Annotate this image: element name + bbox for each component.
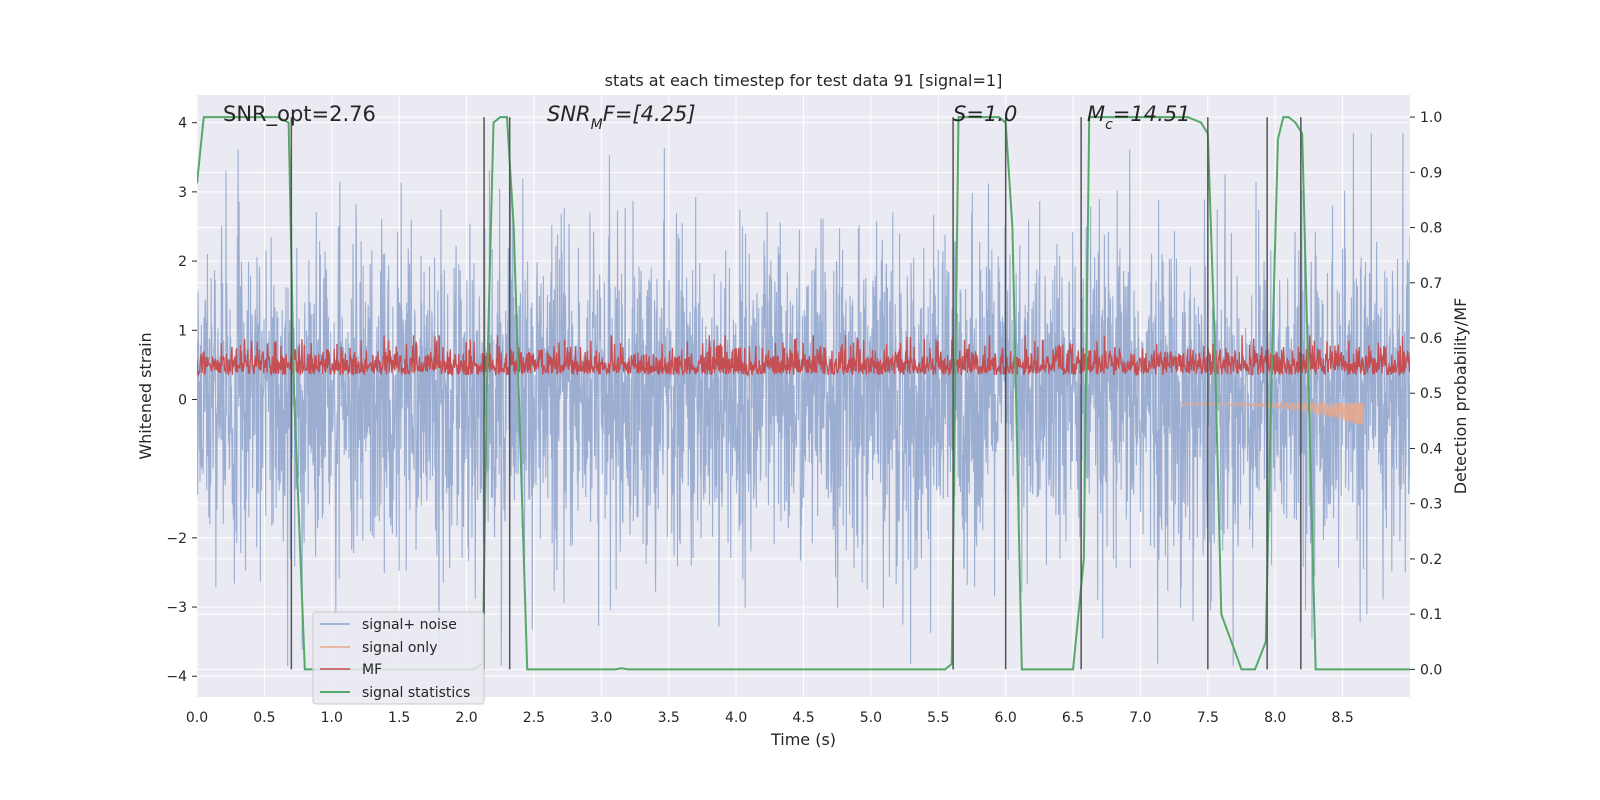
legend-label-mf: MF <box>362 662 382 678</box>
y-tick-label: 3 <box>178 185 187 201</box>
x-tick-label: 2.5 <box>523 710 545 726</box>
annotation-s: S=1.0 <box>953 102 1017 126</box>
x-axis-label: Time (s) <box>770 730 836 749</box>
vertical-markers <box>290 117 1302 670</box>
y-tick-label: −2 <box>166 531 187 547</box>
y-right-tick-label: 0.1 <box>1420 607 1442 623</box>
x-tick-label: 6.5 <box>1062 710 1084 726</box>
y-tick-label: 1 <box>178 323 187 339</box>
x-tick-label: 0.0 <box>186 710 208 726</box>
x-tick-label: 7.0 <box>1129 710 1151 726</box>
y-right-tick-label: 0.2 <box>1420 552 1442 568</box>
y-right-tick-label: 1.0 <box>1420 110 1442 126</box>
y-right-tick-label: 0.4 <box>1420 441 1442 457</box>
y-axis-label: Whitened strain <box>136 332 155 459</box>
y-right-tick-label: 0.0 <box>1420 662 1442 678</box>
annotation-mc: Mc=14.51 <box>1087 102 1191 133</box>
x-tick-label: 7.5 <box>1197 710 1219 726</box>
x-tick-label: 5.5 <box>927 710 949 726</box>
annotations: SNR_opt=2.76 SNRMF=[4.25] S=1.0 Mc=14.51 <box>223 102 1191 133</box>
annotation-snr-opt: SNR_opt=2.76 <box>223 102 376 127</box>
x-tick-label: 4.5 <box>792 710 814 726</box>
y-right-tick-label: 0.5 <box>1420 386 1442 402</box>
annotation-snr-mf: SNRMF=[4.25] <box>547 102 696 133</box>
y-tick-label: −4 <box>166 669 187 685</box>
legend-label-signal-noise: signal+ noise <box>362 617 457 633</box>
x-tick-label: 1.5 <box>388 710 410 726</box>
x-tick-label: 6.0 <box>995 710 1017 726</box>
y-right-axis-ticks: 1.0 0.9 0.8 0.7 0.6 0.5 0.4 0.3 0.2 0.1 0.0 <box>1410 110 1442 678</box>
x-tick-label: 0.5 <box>253 710 275 726</box>
legend-label-signal-only: signal only <box>362 640 437 656</box>
x-tick-label: 3.0 <box>590 710 612 726</box>
y-axis-ticks: 4 3 2 1 0 −2 −3 −4 <box>166 116 197 685</box>
legend-label-signal-statistics: signal statistics <box>362 685 470 701</box>
y-right-tick-label: 0.8 <box>1420 221 1442 237</box>
y-right-tick-label: 0.7 <box>1420 276 1442 292</box>
x-tick-label: 5.0 <box>860 710 882 726</box>
x-tick-label: 3.5 <box>658 710 680 726</box>
y-right-tick-label: 0.3 <box>1420 497 1442 513</box>
x-tick-label: 8.5 <box>1331 710 1353 726</box>
x-tick-label: 4.0 <box>725 710 747 726</box>
legend-box <box>312 611 485 705</box>
y-tick-label: 4 <box>178 116 187 132</box>
x-tick-label: 2.0 <box>455 710 477 726</box>
y-right-axis-label: Detection probability/MF <box>1451 298 1470 495</box>
x-tick-label: 8.0 <box>1264 710 1286 726</box>
y-tick-label: −3 <box>166 600 187 616</box>
y-right-tick-label: 0.6 <box>1420 331 1442 347</box>
x-axis-ticks: 0.0 0.5 1.0 1.5 2.0 2.5 3.0 3.5 4.0 4.5 5.0 5.5 6.0 6… <box>186 710 1354 726</box>
y-right-tick-label: 0.9 <box>1420 165 1442 181</box>
legend: signal+ noise signal only MF signal stat… <box>312 611 485 705</box>
y-tick-label: 0 <box>178 392 187 408</box>
x-tick-label: 1.0 <box>321 710 343 726</box>
y-tick-label: 2 <box>178 254 187 270</box>
chart-title: stats at each timestep for test data 91 … <box>605 71 1003 90</box>
